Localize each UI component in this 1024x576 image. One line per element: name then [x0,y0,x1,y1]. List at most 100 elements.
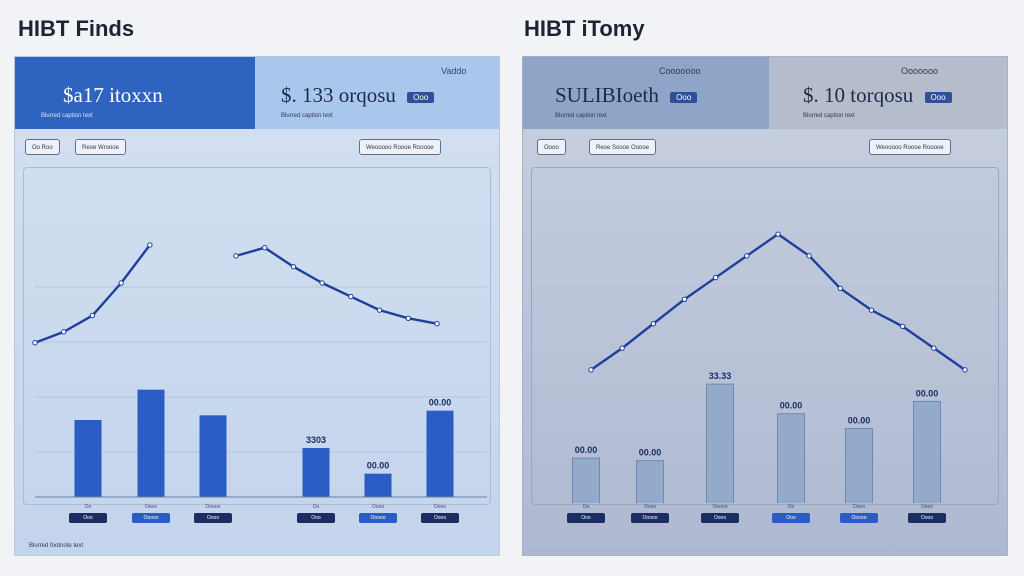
line-point [619,345,625,351]
footer-cell: Oooo Oooo [897,503,957,523]
bar [302,448,330,497]
right-pill-1[interactable]: Oooo [537,139,566,155]
footer-cell: Oo Ooo [556,503,616,523]
footer-cell-button[interactable]: Ooo [772,513,810,523]
left-header-sub-a: Blurred caption text [41,113,93,119]
line-point [868,307,875,313]
line-point [931,345,937,351]
line-point [147,242,153,248]
bar-value-label: 3303 [306,435,326,445]
left-header-label-b: Vaddo [441,66,467,76]
bar-value-label: 00.00 [367,461,390,471]
left-footer-note: Blurred footnote text [29,543,84,549]
bar [74,420,102,497]
right-pill-3[interactable]: Weooooo Roooe Rooooe [869,139,951,155]
footer-cell-button[interactable]: Ooooo [359,513,397,523]
line-point [290,264,297,270]
footer-cell: Oo Ooo [58,503,118,523]
right-dashboard-panel: Cooooooo SULIBIoeth Ooo Blurred caption … [522,56,1008,556]
footer-cell-label: Oooo [852,504,866,510]
left-chart: 3303 00.00 00.00 [32,242,487,498]
footer-cell-button[interactable]: Oooo [421,513,459,523]
left-pill-1[interactable]: Oo Roo [25,139,60,155]
bar-value-label: 33.33 [709,371,732,381]
footer-cell-label: Oooo [920,504,934,510]
footer-cell-label: Oooo [643,504,657,510]
footer-cell-button[interactable]: Ooooo [840,513,878,523]
line-point [962,367,968,373]
line-point [806,253,812,259]
line-point [32,340,38,346]
footer-cell-label: Oooo [371,504,385,510]
left-footer-row: Oo Ooo Oooo Ooooo Ooooo Oooo Oo Ooo Oooo Ooooo Ooo… [15,503,499,555]
footer-cell-button[interactable]: Ooo [297,513,335,523]
line-point [376,307,383,313]
line-point [262,245,268,251]
footer-cell-label: Oooo [144,504,158,510]
right-chart: 00.00 00.00 33.33 00.00 00.00 00.00 [543,231,995,503]
line-point [233,253,239,259]
right-pill-2[interactable]: Reoe Soooe Ooooe [589,139,657,155]
line-point [899,323,906,330]
left-stat-a: $a17 itoxxn [63,83,163,107]
footer-cell-button[interactable]: Ooo [69,513,107,523]
footer-cell: Oooo Ooooo [620,503,680,523]
bar [137,389,165,497]
right-panel-title: HIBT iTomy [524,16,645,41]
footer-cell-button[interactable]: Ooo [567,513,605,523]
line-point [118,280,124,286]
bar [426,410,454,497]
bar [199,415,227,497]
line-point [89,312,96,319]
left-panel-title: HIBT Finds [18,16,135,41]
footer-cell: Oooo Ooooo [121,503,181,523]
line-point [348,293,354,300]
footer-cell-label: Oo [312,504,320,510]
line-point [837,285,844,292]
left-header-sub-b: Blurred caption text [281,113,333,119]
series-line [589,232,967,372]
line-point [650,321,657,327]
right-header-label-a: Cooooooo [659,66,701,76]
left-pill-3[interactable]: Weooooo Roooe Rooooe [359,139,441,155]
right-chart-frame [531,167,999,505]
left-chart-frame [23,167,491,505]
bar-value-label: 00.00 [429,398,452,408]
footer-cell-button[interactable]: Oooo [701,513,739,523]
line-point [681,296,688,302]
right-stat-a: SULIBIoeth Ooo [555,83,698,108]
right-header-label-b: Ooooooo [901,66,939,76]
line-point [405,315,411,321]
right-stat-b-badge: Ooo [924,91,952,103]
footer-cell-label: Oo [787,504,795,510]
footer-cell-button[interactable]: Ooooo [631,513,669,523]
bar-value-label: 00.00 [575,445,598,455]
bar-value-label: 00.00 [780,401,803,411]
footer-cell-label: Oo [582,504,590,510]
line-point [434,321,440,327]
bar [364,473,392,497]
footer-cell: Ooooo Oooo [183,503,243,523]
footer-cell-label: Oooo [433,504,447,510]
left-pill-2[interactable]: Reoe Wroooe [75,139,126,155]
right-header-card-a: Cooooooo SULIBIoeth Ooo Blurred caption … [523,57,769,129]
line-point [712,274,719,281]
bar [706,383,734,503]
right-header-sub-a: Blurred caption text [555,113,607,119]
bar [636,460,664,503]
right-stat-b: $. 10 torqosu Ooo [803,83,952,108]
footer-cell: Oooo Oooo [410,503,470,523]
line-point [775,231,781,237]
footer-cell-button[interactable]: Oooo [908,513,946,523]
left-stat-b: $. 133 orqosu Ooo [281,83,435,108]
left-header-card-b: Vaddo $. 133 orqosu Ooo Blurred caption … [255,57,499,129]
footer-cell-label: Ooooo [712,504,728,510]
footer-cell: Oooo Ooooo [348,503,408,523]
bar [913,400,941,503]
footer-cell-button[interactable]: Oooo [194,513,232,523]
footer-cell-button[interactable]: Ooooo [132,513,170,523]
right-header-sub-b: Blurred caption text [803,113,855,119]
right-footer-row: Oo Ooo Oooo Ooooo Ooooo Oooo Oo Ooo Oooo Ooooo Ooo… [523,503,1007,555]
left-header-card-a: $a17 itoxxn Blurred caption text [15,57,255,129]
bar [777,413,805,503]
